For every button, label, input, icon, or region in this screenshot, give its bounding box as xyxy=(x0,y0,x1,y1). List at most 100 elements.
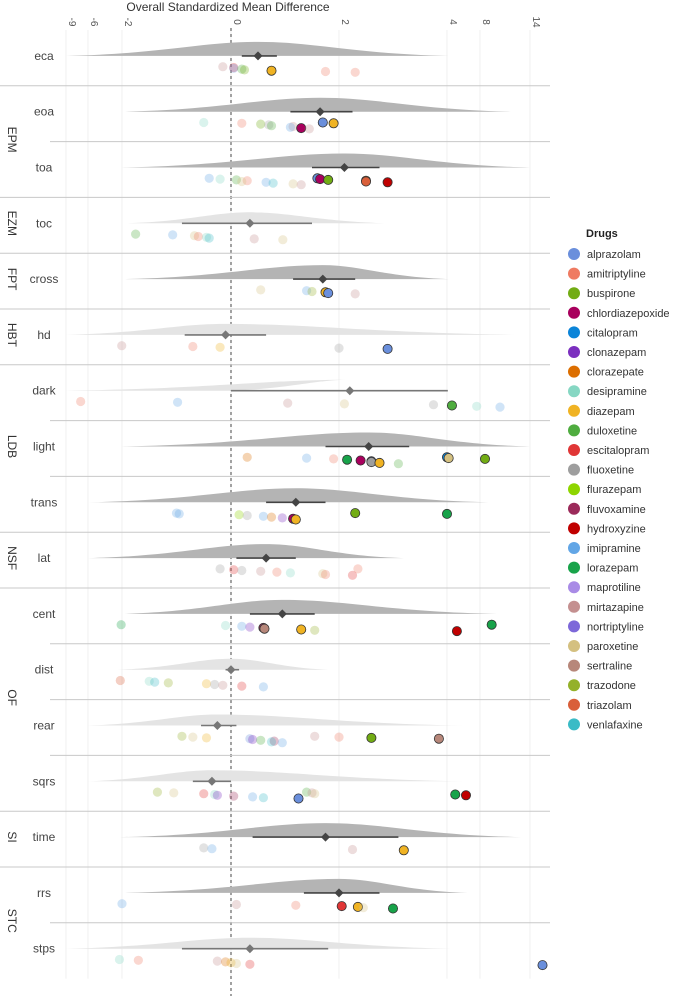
mean-diamond xyxy=(245,218,255,228)
legend-swatch xyxy=(568,267,580,280)
drug-point xyxy=(215,174,225,184)
drug-point xyxy=(358,903,368,913)
drug-point xyxy=(261,177,271,187)
drug-point xyxy=(210,679,220,690)
legend-swatch xyxy=(568,287,580,300)
density-ridge xyxy=(66,379,350,391)
drug-point xyxy=(272,567,282,577)
drug-point xyxy=(441,508,452,519)
drug-point xyxy=(249,234,259,244)
drug-point xyxy=(237,64,247,74)
drug-point xyxy=(283,398,293,408)
drug-point xyxy=(201,679,212,689)
drug-point xyxy=(133,955,143,965)
density-ridge xyxy=(122,265,449,280)
density-ridge xyxy=(117,658,329,670)
legend-item: citalopram xyxy=(587,327,638,339)
mean-diamond xyxy=(315,107,325,117)
drug-point xyxy=(352,901,363,912)
drug-point xyxy=(350,67,360,77)
drug-point xyxy=(486,619,497,630)
drug-point xyxy=(296,123,307,134)
row-label: rrs xyxy=(37,886,51,900)
legend-swatch xyxy=(568,718,580,731)
drug-point xyxy=(259,623,270,634)
legend-item: sertraline xyxy=(587,661,632,673)
drug-point xyxy=(237,118,247,128)
mean-diamond xyxy=(345,386,355,396)
mean-diamond xyxy=(277,609,287,619)
mean-diamond xyxy=(207,776,217,786)
legend-item: clonazepam xyxy=(587,347,646,359)
legend-swatch xyxy=(568,600,580,613)
drug-point xyxy=(307,788,317,798)
drug-point xyxy=(302,787,312,797)
drug-point xyxy=(229,791,239,801)
legend-item: nortriptyline xyxy=(587,621,644,633)
row-label: toa xyxy=(36,161,53,175)
drug-point xyxy=(117,899,127,909)
mean-diamond xyxy=(212,721,222,730)
group-label: STC xyxy=(5,909,19,933)
density-ridge xyxy=(122,97,514,112)
legend-item: imipramine xyxy=(587,543,641,555)
drug-point xyxy=(199,117,209,128)
drug-point xyxy=(387,903,398,914)
drug-point xyxy=(310,625,320,635)
legend-swatch xyxy=(568,698,580,711)
drug-point xyxy=(245,622,255,632)
drug-point xyxy=(245,959,255,969)
drug-point xyxy=(334,732,344,742)
x-tick-label: -9 xyxy=(66,18,77,27)
row-label: hd xyxy=(37,328,50,342)
drug-point xyxy=(318,569,328,579)
x-tick-label: -2 xyxy=(122,18,133,27)
x-tick-label: 2 xyxy=(339,19,350,25)
drug-point xyxy=(201,232,212,242)
density-ridge xyxy=(66,41,449,56)
drug-point xyxy=(212,956,222,966)
mean-diamond xyxy=(221,330,231,340)
drug-point xyxy=(290,514,301,525)
density-ridge xyxy=(88,488,489,503)
legend-item: amitriptyline xyxy=(587,269,646,281)
drug-point xyxy=(302,453,312,463)
legend-item: lorazepam xyxy=(587,563,638,575)
legend-swatch xyxy=(568,404,580,417)
drug-point xyxy=(310,731,320,741)
legend-item: chlordiazepoxide xyxy=(587,308,670,320)
row-label: cent xyxy=(33,607,56,621)
legend-item: venlafaxine xyxy=(587,719,643,731)
drug-point xyxy=(451,626,462,637)
drug-point xyxy=(256,119,266,129)
drug-point xyxy=(296,180,306,190)
legend-item: alprazolam xyxy=(587,249,641,261)
drug-point xyxy=(320,569,331,580)
drug-point xyxy=(116,620,126,630)
drug-point xyxy=(291,900,301,910)
drug-point xyxy=(393,459,403,469)
drug-point xyxy=(277,738,287,748)
drug-point xyxy=(320,66,331,77)
drug-point xyxy=(266,121,277,131)
drug-point xyxy=(169,788,179,798)
drug-point xyxy=(472,401,482,411)
drug-point xyxy=(342,454,353,465)
mean-diamond xyxy=(321,832,330,842)
mean-diamond xyxy=(364,442,374,451)
drug-point xyxy=(237,621,247,631)
legend-item: diazepam xyxy=(587,406,635,418)
row-label: eoa xyxy=(34,105,54,119)
drug-point xyxy=(199,843,209,853)
legend-item: escitalopram xyxy=(587,445,649,457)
drug-point xyxy=(150,677,160,687)
drug-point xyxy=(115,675,125,686)
drug-point xyxy=(336,901,347,912)
drug-point xyxy=(310,789,320,799)
drug-point xyxy=(269,736,279,746)
drug-point xyxy=(334,343,344,353)
legend-swatch xyxy=(568,463,580,476)
group-label: LDB xyxy=(5,435,19,458)
drug-point xyxy=(304,124,314,134)
legend-item: fluvoxamine xyxy=(587,504,646,516)
